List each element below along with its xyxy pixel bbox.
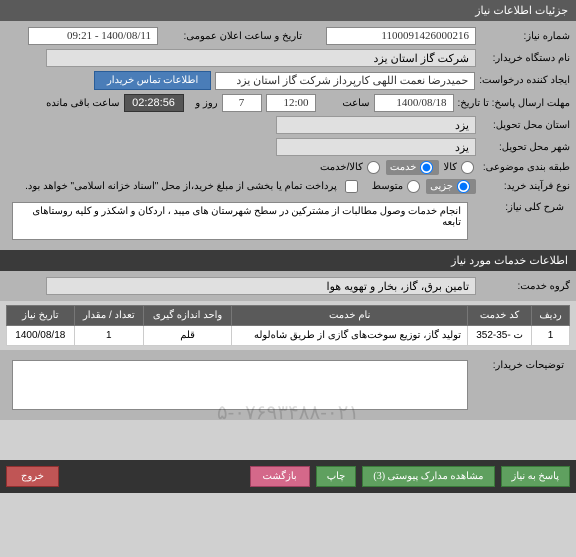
delivery-province-field bbox=[276, 116, 476, 134]
cell-code: ت -35-352 bbox=[468, 326, 532, 346]
contact-buyer-button[interactable]: اطلاعات تماس خریدار bbox=[94, 71, 211, 90]
deadline-label: مهلت ارسال پاسخ: تا تاریخ: bbox=[458, 98, 570, 109]
back-button[interactable]: بازگشت bbox=[250, 466, 310, 487]
buyer-notes-label: توضیحات خریدار: bbox=[474, 360, 564, 371]
req-number-field bbox=[326, 27, 476, 45]
col-qty: تعداد / مقدار bbox=[74, 306, 143, 326]
col-unit: واحد اندازه گیری bbox=[143, 306, 231, 326]
print-button[interactable]: چاپ bbox=[316, 466, 357, 487]
respond-button[interactable]: پاسخ به نیاز bbox=[501, 466, 571, 487]
col-date: تاریخ نیاز bbox=[7, 306, 75, 326]
services-section-header: اطلاعات خدمات مورد نیاز bbox=[0, 250, 576, 271]
buyer-org-label: نام دستگاه خریدار: bbox=[480, 53, 570, 64]
creator-field bbox=[215, 72, 475, 90]
footer-bar: پاسخ به نیاز مشاهده مدارک پیوستی (3) چاپ… bbox=[0, 460, 576, 493]
table-row[interactable]: 1 ت -35-352 تولید گاز، توزیع سوخت‌های گا… bbox=[7, 326, 570, 346]
buyer-notes-textarea[interactable] bbox=[12, 360, 468, 410]
attachments-button[interactable]: مشاهده مدارک پیوستی (3) bbox=[362, 466, 494, 487]
cell-idx: 1 bbox=[532, 326, 570, 346]
delivery-city-field bbox=[276, 138, 476, 156]
col-name: نام خدمت bbox=[232, 306, 468, 326]
service-group-field bbox=[46, 277, 476, 295]
days-field bbox=[222, 94, 262, 112]
countdown-field bbox=[124, 94, 184, 112]
services-table: ردیف کد خدمت نام خدمت واحد اندازه گیری ت… bbox=[6, 305, 570, 346]
deadline-time-field bbox=[266, 94, 316, 112]
main-form-panel: شماره نیاز: تاریخ و ساعت اعلان عمومی: نا… bbox=[0, 21, 576, 250]
remaining-label: ساعت باقی مانده bbox=[40, 98, 120, 109]
time-label: ساعت bbox=[320, 98, 370, 109]
buy-medium-radio[interactable]: متوسط bbox=[372, 180, 422, 193]
cell-date: 1400/08/18 bbox=[7, 326, 75, 346]
page-header: جزئیات اطلاعات نیاز bbox=[0, 0, 576, 21]
class-goods-radio[interactable]: کالا bbox=[443, 161, 476, 174]
subject-class-group: کالا خدمت کالا/خدمت bbox=[320, 160, 476, 175]
req-number-label: شماره نیاز: bbox=[480, 31, 570, 42]
creator-label: ایجاد کننده درخواست: bbox=[479, 75, 570, 86]
buyer-org-field bbox=[46, 49, 476, 67]
desc-label: شرح کلی نیاز: bbox=[474, 202, 564, 213]
public-datetime-label: تاریخ و ساعت اعلان عمومی: bbox=[162, 31, 302, 42]
public-datetime-field bbox=[28, 27, 158, 45]
class-service-radio[interactable]: خدمت bbox=[386, 160, 440, 175]
subject-class-label: طبقه بندی موضوعی: bbox=[480, 162, 570, 173]
cell-qty: 1 bbox=[74, 326, 143, 346]
delivery-province-label: استان محل تحویل: bbox=[480, 120, 570, 131]
page-title: جزئیات اطلاعات نیاز bbox=[475, 5, 568, 17]
payment-note-check[interactable]: پرداخت تمام یا بخشی از مبلغ خرید،از محل … bbox=[25, 180, 358, 193]
delivery-city-label: شهر محل تحویل: bbox=[480, 142, 570, 153]
col-idx: ردیف bbox=[532, 306, 570, 326]
buy-type-label: نوع فرآیند خرید: bbox=[480, 181, 570, 192]
cell-unit: قلم bbox=[143, 326, 231, 346]
services-section-title: اطلاعات خدمات مورد نیاز bbox=[451, 255, 568, 267]
desc-textarea[interactable] bbox=[12, 202, 468, 240]
payment-note-text: پرداخت تمام یا بخشی از مبلغ خرید،از محل … bbox=[25, 181, 337, 192]
col-code: کد خدمت bbox=[468, 306, 532, 326]
cell-name: تولید گاز، توزیع سوخت‌های گازی از طریق ش… bbox=[232, 326, 468, 346]
service-group-label: گروه خدمت: bbox=[480, 281, 570, 292]
exit-button[interactable]: خروج bbox=[6, 466, 59, 487]
buy-partial-radio[interactable]: جزیی bbox=[426, 179, 476, 194]
class-goods-service-radio[interactable]: کالا/خدمت bbox=[320, 161, 382, 174]
deadline-date-field bbox=[374, 94, 454, 112]
services-table-wrap: ردیف کد خدمت نام خدمت واحد اندازه گیری ت… bbox=[0, 301, 576, 350]
buy-type-group: جزیی متوسط bbox=[372, 179, 476, 194]
days-label: روز و bbox=[188, 98, 218, 109]
